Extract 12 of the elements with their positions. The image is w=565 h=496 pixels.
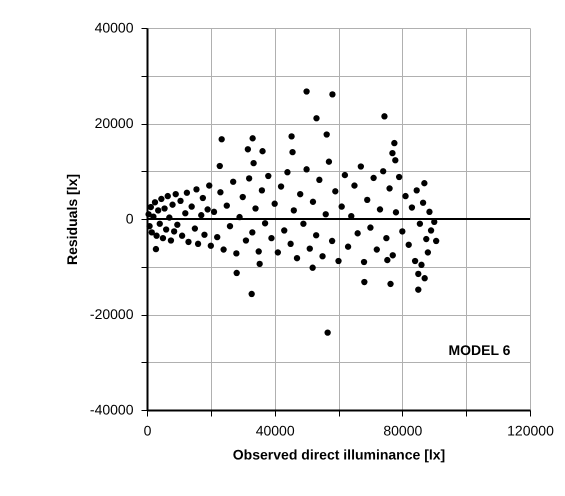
y-axis-title: Residuals [lx] [64, 174, 80, 266]
y-tick-label: 20000 [94, 115, 134, 131]
y-tick-label: 0 [126, 210, 134, 226]
x-tick-label: 0 [144, 422, 152, 438]
y-tick-label: -40000 [90, 402, 134, 418]
y-tick-label: 40000 [94, 20, 134, 36]
x-tick-label: 80000 [383, 422, 423, 438]
x-axis-title: Observed direct illuminance [lx] [232, 446, 446, 462]
x-tick-label: 40000 [256, 422, 295, 438]
x-tick-label: 120000 [507, 422, 554, 438]
annotation: MODEL 6 [448, 342, 511, 358]
y-tick-label: -20000 [90, 306, 134, 322]
